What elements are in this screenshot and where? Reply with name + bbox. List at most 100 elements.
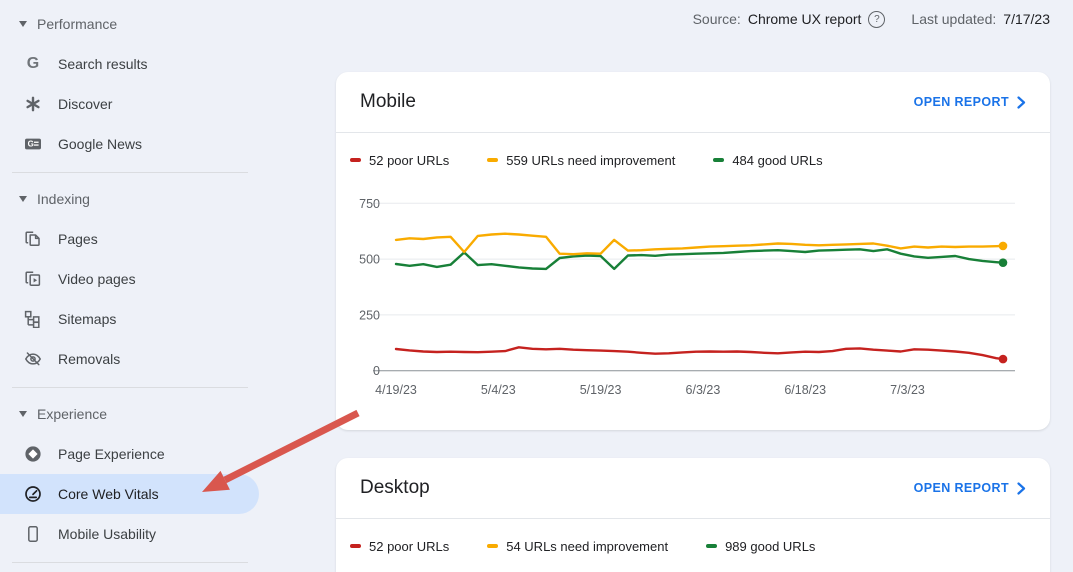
card-title: Desktop: [360, 477, 430, 498]
nav-item-label: Removals: [58, 351, 121, 367]
card-title: Mobile: [360, 91, 416, 112]
sidebar-item-google-news[interactable]: G Google News: [0, 124, 259, 164]
series-line-poor: [394, 346, 1005, 361]
removals-eye-off-icon: [24, 350, 42, 368]
nav-item-label: Sitemaps: [58, 311, 117, 327]
nav-item-label: Mobile Usability: [58, 526, 157, 542]
last-updated-label: Last updated:: [911, 11, 997, 27]
chevron-right-icon: [1017, 95, 1026, 109]
x-tick-label: 5/4/23: [481, 383, 516, 397]
chevron-down-icon: [19, 411, 27, 417]
legend: 52 poor URLs 54 URLs need improvement 98…: [350, 536, 815, 556]
legend-swatch: [713, 158, 725, 162]
chevron-down-icon: [19, 21, 27, 27]
mobile-cwv-line-chart: 0 250 500 750 4/19/23 5/4/23 5/19/23 6/3/23 6/18…: [359, 197, 1015, 397]
sidebar-item-discover[interactable]: Discover: [0, 84, 259, 124]
nav-item-label: Search results: [58, 56, 148, 72]
section-label: Experience: [37, 406, 108, 422]
legend-item-poor[interactable]: 52 poor URLs: [350, 153, 449, 168]
legend-item-poor[interactable]: 52 poor URLs: [350, 539, 449, 554]
section-label: Indexing: [37, 191, 90, 207]
desktop-cwv-card: Desktop OPEN REPORT 52 poor URLs 54 URLs…: [336, 458, 1050, 572]
sidebar-item-pages[interactable]: Pages: [0, 219, 259, 259]
nav-item-label: Pages: [58, 231, 98, 247]
legend-item-good[interactable]: 989 good URLs: [706, 539, 815, 554]
series-line-good: [394, 248, 1005, 271]
card-header: Desktop OPEN REPORT: [336, 458, 1050, 519]
open-report-label: OPEN REPORT: [913, 481, 1009, 495]
series-endpoint-good: [998, 258, 1008, 267]
y-tick-label: 250: [359, 308, 380, 322]
chevron-right-icon: [1017, 481, 1026, 495]
legend-label: 52 poor URLs: [369, 538, 450, 554]
open-report-link[interactable]: OPEN REPORT: [914, 481, 1026, 495]
nav-item-label: Google News: [58, 136, 143, 152]
x-tick-label: 6/3/23: [686, 383, 721, 397]
nav-item-label: Video pages: [58, 271, 136, 287]
video-pages-icon: [24, 270, 42, 288]
legend-item-needs-improvement[interactable]: 54 URLs need improvement: [487, 539, 668, 554]
sidebar-divider: [12, 172, 248, 173]
open-report-link[interactable]: OPEN REPORT: [914, 95, 1026, 109]
card-header: Mobile OPEN REPORT: [336, 72, 1050, 133]
legend-label: 54 URLs need improvement: [506, 538, 669, 554]
legend-label: 52 poor URLs: [369, 152, 450, 168]
sidebar-section-indexing[interactable]: Indexing: [0, 179, 300, 219]
sidebar-item-core-web-vitals[interactable]: Core Web Vitals: [0, 474, 259, 514]
nav-item-label: Discover: [58, 96, 113, 112]
sitemaps-icon: [24, 310, 42, 328]
source-value: Chrome UX report: [747, 11, 862, 27]
discover-asterisk-icon: [24, 95, 42, 113]
legend-swatch: [350, 158, 361, 162]
series-line-needs-improvement: [394, 232, 1005, 256]
legend-label: 559 URLs need improvement: [506, 152, 676, 168]
sidebar-item-page-experience[interactable]: Page Experience: [0, 434, 259, 474]
x-tick-label: 7/3/23: [890, 383, 925, 397]
sidebar-item-sitemaps[interactable]: Sitemaps: [0, 299, 259, 339]
x-tick-label: 4/19/23: [375, 383, 417, 397]
last-updated-value: 7/17/23: [1003, 11, 1050, 27]
y-tick-label: 500: [359, 253, 380, 267]
svg-text:G: G: [28, 140, 34, 149]
mobile-cwv-card: Mobile OPEN REPORT 52 poor URLs 559 URLs…: [336, 72, 1050, 430]
sidebar-item-search-results[interactable]: G Search results: [0, 44, 259, 84]
google-news-icon: G: [24, 135, 42, 153]
x-tick-label: 5/19/23: [580, 383, 622, 397]
question-circle-icon[interactable]: ?: [868, 10, 886, 28]
series-endpoint-poor: [998, 354, 1008, 364]
nav-item-label: Page Experience: [58, 446, 165, 462]
section-label: Performance: [37, 16, 118, 32]
legend-label: 989 good URLs: [725, 538, 816, 554]
sidebar-section-experience[interactable]: Experience: [0, 394, 300, 434]
legend: 52 poor URLs 559 URLs need improvement 4…: [350, 150, 823, 170]
sidebar: Performance G Search results Discover G …: [0, 0, 300, 569]
page-experience-icon: [24, 445, 42, 463]
y-tick-label: 0: [373, 364, 380, 378]
legend-swatch: [487, 158, 499, 162]
sidebar-item-mobile-usability[interactable]: Mobile Usability: [0, 514, 259, 554]
y-tick-label: 750: [359, 197, 380, 211]
sidebar-item-removals[interactable]: Removals: [0, 339, 259, 379]
core-web-vitals-gauge-icon: [24, 485, 42, 503]
open-report-label: OPEN REPORT: [913, 95, 1009, 109]
legend-item-good[interactable]: 484 good URLs: [713, 152, 823, 168]
google-g-icon: G: [26, 55, 40, 72]
report-meta-bar: Source: Chrome UX report ? Last updated:…: [300, 8, 1050, 30]
mobile-usability-icon: [24, 525, 42, 543]
source-label: Source:: [692, 11, 741, 27]
legend-item-needs-improvement[interactable]: 559 URLs need improvement: [487, 153, 675, 168]
legend-swatch: [350, 544, 361, 548]
legend-swatch: [706, 544, 718, 548]
x-tick-label: 6/18/23: [784, 383, 826, 397]
nav-item-label: Core Web Vitals: [58, 486, 159, 502]
series-endpoint-needs-improvement: [998, 241, 1008, 251]
legend-label: 484 good URLs: [732, 152, 823, 168]
pages-icon: [24, 230, 42, 248]
sidebar-item-video-pages[interactable]: Video pages: [0, 259, 259, 299]
sidebar-section-performance[interactable]: Performance: [0, 4, 300, 44]
sidebar-divider: [12, 387, 248, 388]
sidebar-divider: [12, 562, 248, 563]
chevron-down-icon: [19, 196, 27, 202]
legend-swatch: [487, 544, 499, 548]
